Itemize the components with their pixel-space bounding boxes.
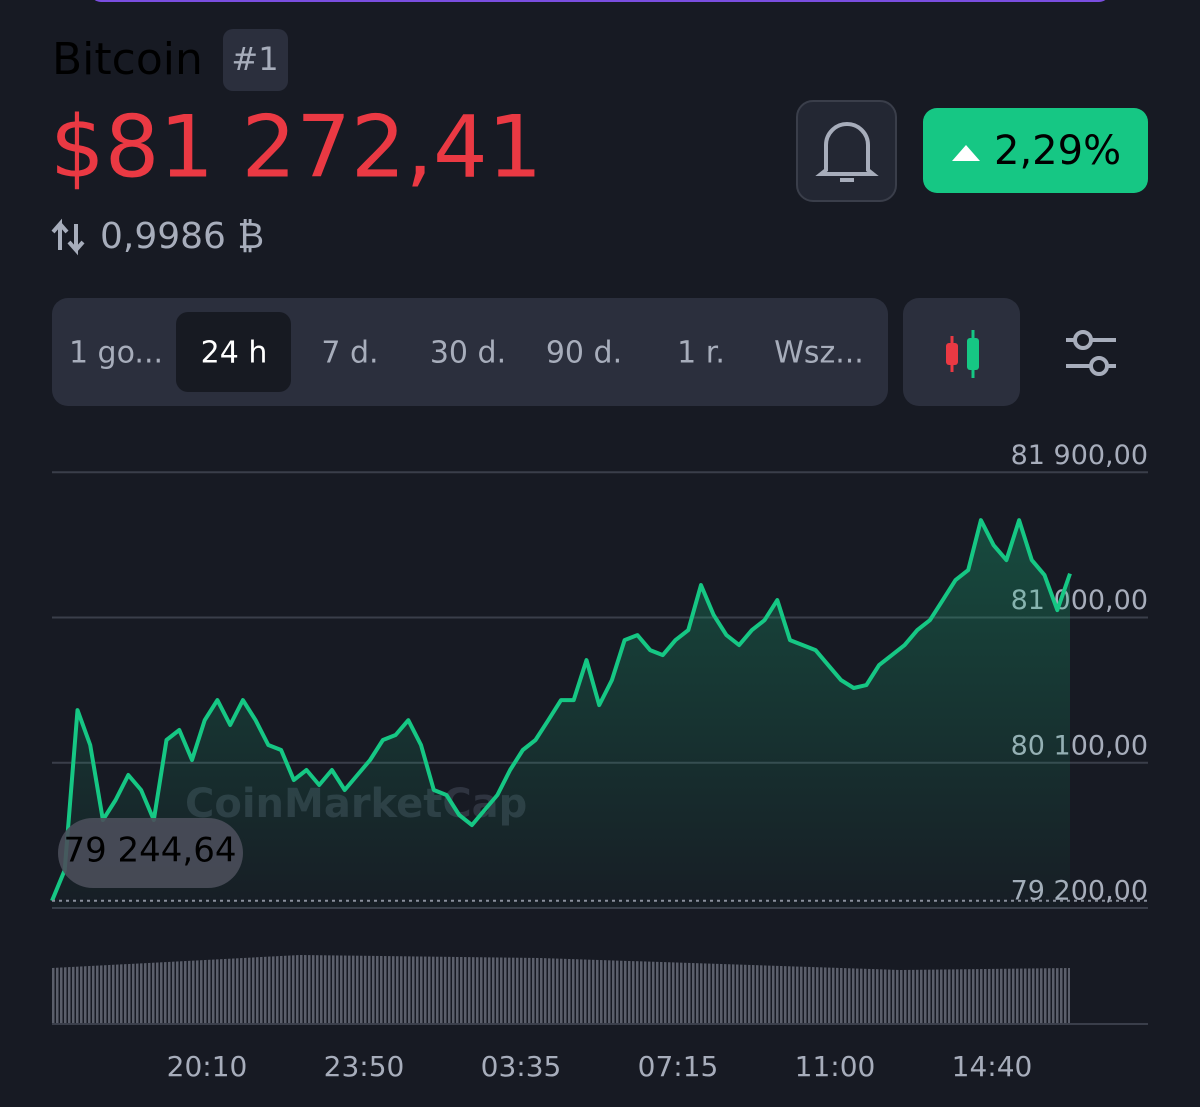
alert-button[interactable]	[796, 100, 897, 202]
tab[interactable]: 30 d.	[430, 336, 506, 371]
bell-icon	[815, 122, 879, 182]
top-bar	[94, 0, 1106, 2]
tab[interactable]: 90 d.	[546, 336, 622, 371]
x-tick-label: 03:35	[481, 1050, 562, 1083]
candle-button[interactable]	[903, 298, 1020, 406]
candle-icon	[946, 330, 979, 378]
rank: #1	[231, 40, 278, 78]
volume-bars	[52, 955, 1070, 1024]
tab[interactable]: 1 go...	[69, 336, 163, 371]
min-label: 79 244,64	[63, 831, 236, 871]
up-arrow	[952, 145, 980, 161]
x-tick-label: 20:10	[167, 1050, 248, 1083]
change-badge	[923, 108, 1148, 193]
tab[interactable]: 7 d.	[321, 336, 378, 371]
x-tick-label: 11:00	[795, 1050, 876, 1083]
swap-icon	[51, 218, 85, 256]
tab[interactable]: Wsz...	[774, 336, 864, 371]
price-line	[50, 518, 1072, 902]
active-tab	[176, 312, 291, 392]
btc-ratio: 0,9986 ₿	[100, 216, 264, 257]
filter-icon[interactable]	[1066, 330, 1116, 376]
min-pill	[58, 818, 243, 888]
area	[52, 520, 1070, 908]
x-tick-label: 14:40	[952, 1050, 1033, 1083]
tab[interactable]: 24 h	[201, 336, 268, 371]
tab[interactable]: 1 r.	[677, 336, 725, 371]
rank-badge	[223, 29, 288, 91]
y-tick-label: 81 900,00	[1011, 440, 1148, 471]
coin-name: Bitcoin	[52, 34, 203, 85]
x-tick-label: 23:50	[324, 1050, 405, 1083]
x-tick-label: 07:15	[638, 1050, 719, 1083]
price: $81 272,41	[50, 97, 542, 197]
change: 2,29%	[994, 128, 1121, 174]
